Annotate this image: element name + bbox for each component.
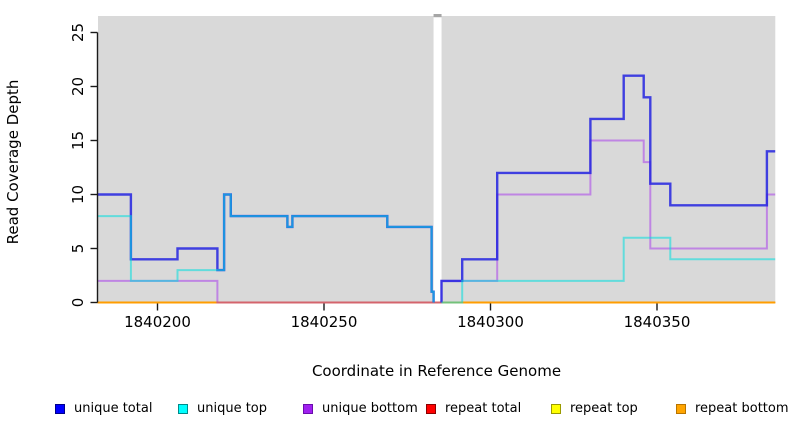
y-tick-label: 10 (69, 185, 87, 204)
y-tick-label: 5 (69, 244, 87, 254)
x-tick-label: 1840200 (124, 313, 191, 331)
legend-swatch-repeat-bottom (676, 404, 686, 414)
legend-swatch-unique-bottom (303, 404, 313, 414)
legend-swatch-unique-total (55, 404, 65, 414)
x-axis-title: Coordinate in Reference Genome (311, 362, 562, 380)
legend-label: unique total (74, 401, 153, 416)
y-tick-label: 20 (69, 77, 87, 96)
legend-item-unique-top: unique top (178, 399, 267, 419)
y-tick-label: 25 (69, 23, 87, 42)
legend-item-unique-bottom: unique bottom (303, 399, 418, 419)
legend-label: repeat top (570, 401, 638, 416)
series-line-unique-total (440, 74, 776, 303)
series-line-unique-top (441, 236, 776, 304)
y-axis-title: Read Coverage Depth (4, 79, 22, 245)
legend-label: unique bottom (322, 401, 418, 416)
legend-item-unique-total: unique total (55, 399, 152, 419)
y-tick-label: 15 (69, 131, 87, 150)
legend-swatch-repeat-top (551, 404, 561, 414)
x-tick-label: 1840250 (291, 313, 358, 331)
legend-item-repeat-bottom: repeat bottom (676, 399, 789, 419)
chart-legend: unique total unique top unique bottom re… (0, 399, 792, 423)
y-tick-label: 0 (69, 298, 87, 308)
legend-label: repeat total (445, 401, 522, 416)
legend-item-repeat-total: repeat total (426, 399, 521, 419)
coverage-gap-band (433, 17, 442, 302)
coverage-gap-cap (433, 14, 442, 17)
legend-label: repeat bottom (695, 401, 789, 416)
legend-swatch-unique-top (178, 404, 188, 414)
series-line-unique-top (97, 193, 435, 303)
legend-label: unique top (197, 401, 268, 416)
legend-item-repeat-top: repeat top (551, 399, 638, 419)
x-tick-label: 1840300 (457, 313, 524, 331)
legend-swatch-repeat-total (426, 404, 436, 414)
x-tick-label: 1840350 (624, 313, 691, 331)
